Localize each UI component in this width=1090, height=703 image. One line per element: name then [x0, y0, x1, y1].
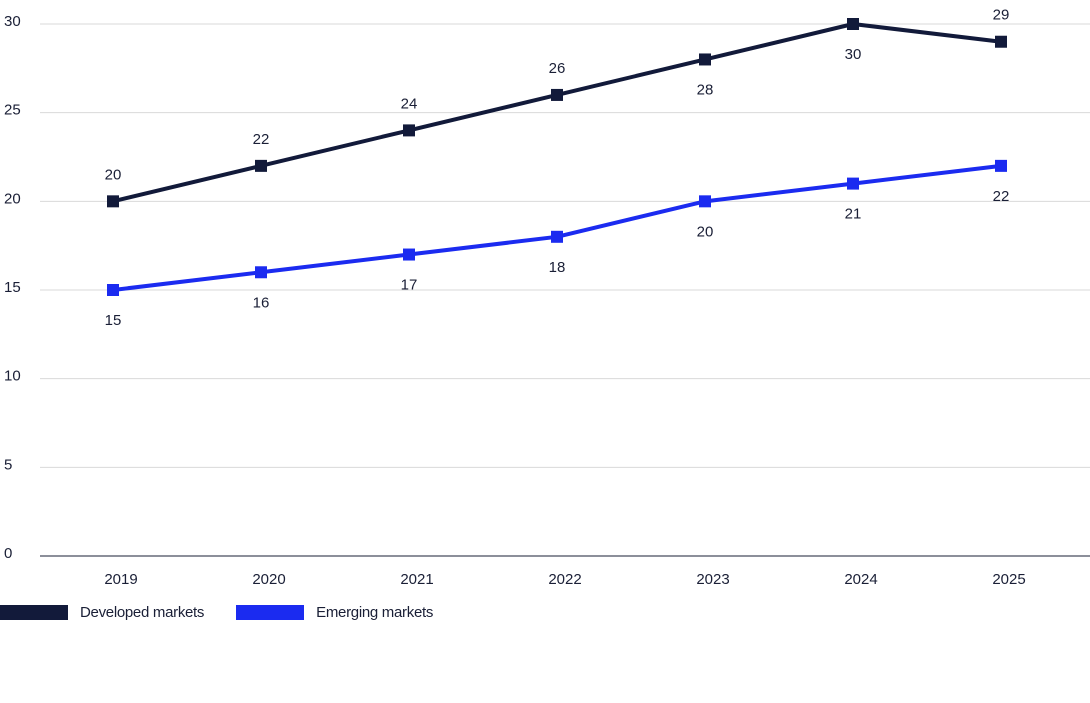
y-axis-ticks: 0 5 10 15 20 25 30 — [4, 13, 21, 562]
series-1-data-label-2025: 22 — [993, 188, 1010, 205]
x-tick-label-2019: 2019 — [104, 571, 137, 588]
legend: Developed markets Emerging markets — [0, 604, 465, 621]
series-1-data-label-2020: 16 — [253, 294, 270, 311]
series-0-point-2021 — [403, 124, 415, 137]
y-tick-label-20: 20 — [4, 190, 21, 207]
series-0-point-2024 — [847, 18, 859, 30]
gridlines — [40, 23, 1090, 557]
series-1-data-label-2021: 17 — [401, 277, 418, 294]
series-1-data-label-2022: 18 — [549, 259, 566, 276]
series-1-data-label-2023: 20 — [697, 223, 714, 240]
series-1-point-2022 — [551, 230, 563, 243]
series-0-data-label-2023: 28 — [697, 81, 714, 98]
x-tick-label-2025: 2025 — [992, 571, 1025, 588]
y-tick-label-10: 10 — [4, 368, 21, 385]
x-tick-label-2022: 2022 — [548, 571, 581, 588]
x-axis-ticks: 2019 2020 2021 2022 2023 2024 2025 — [104, 571, 1025, 588]
y-tick-label-5: 5 — [4, 456, 12, 473]
legend-label-developed: Developed markets — [80, 604, 205, 621]
series-0-point-2020 — [255, 159, 267, 172]
series-1-point-2023 — [699, 195, 711, 208]
legend-item-developed: Developed markets — [0, 604, 204, 621]
series-group: 20 22 24 26 28 30 29 15 16 17 18 20 21 22 — [105, 7, 1010, 329]
series-0-data-label-2020: 22 — [253, 131, 270, 148]
x-tick-label-2024: 2024 — [844, 571, 877, 588]
legend-label-emerging: Emerging markets — [316, 604, 434, 621]
series-1-point-2020 — [255, 266, 267, 279]
y-tick-label-15: 15 — [4, 279, 21, 296]
y-tick-label-0: 0 — [4, 545, 12, 562]
y-tick-label-25: 25 — [4, 102, 21, 119]
x-tick-label-2023: 2023 — [696, 571, 729, 588]
series-1-point-2024 — [847, 177, 859, 190]
series-0-point-2025 — [995, 35, 1007, 48]
series-0-data-label-2025: 29 — [993, 7, 1010, 24]
legend-swatch-developed — [0, 605, 68, 620]
legend-item-emerging: Emerging markets — [236, 604, 433, 621]
series-0-point-2022 — [551, 88, 563, 101]
series-1-data-label-2019: 15 — [105, 312, 122, 329]
legend-swatch-emerging — [236, 605, 305, 620]
series-0-data-label-2019: 20 — [105, 166, 122, 183]
series-1-point-2019 — [107, 284, 119, 296]
x-tick-label-2020: 2020 — [252, 571, 285, 588]
series-1-data-label-2024: 21 — [845, 206, 862, 223]
series-0-data-label-2024: 30 — [845, 46, 862, 63]
series-0-point-2019 — [107, 195, 119, 208]
x-tick-label-2021: 2021 — [400, 571, 433, 588]
series-0-point-2023 — [699, 53, 711, 66]
series-0-data-label-2021: 24 — [401, 95, 418, 112]
y-tick-label-30: 30 — [4, 13, 21, 30]
series-1-point-2021 — [403, 248, 415, 261]
series-1-point-2025 — [995, 159, 1007, 172]
series-0-data-label-2022: 26 — [549, 60, 566, 77]
